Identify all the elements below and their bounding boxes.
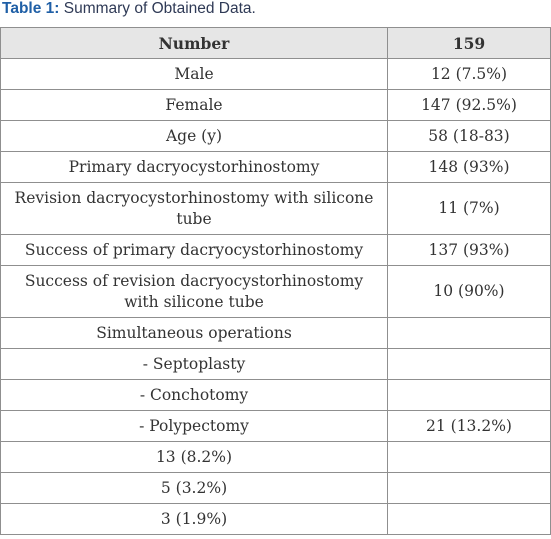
row-value: 147 (92.5%) <box>387 89 551 121</box>
row-value <box>387 441 551 473</box>
table-row: Age (y) 58 (18-83) <box>0 120 551 152</box>
row-label: Age (y) <box>0 120 388 152</box>
row-label: Success of revision dacryocystorhinostom… <box>0 265 388 318</box>
summary-table: Number 159 Male 12 (7.5%) Female 147 (92… <box>0 27 551 535</box>
row-label: - Septoplasty <box>0 348 388 380</box>
row-label: Male <box>0 58 388 90</box>
table-row: Female 147 (92.5%) <box>0 89 551 121</box>
row-value: 137 (93%) <box>387 234 551 266</box>
header-number: Number <box>0 27 388 59</box>
row-label: Primary dacryocystorhinostomy <box>0 151 388 183</box>
row-label: 13 (8.2%) <box>0 441 388 473</box>
table-row: Primary dacryocystorhinostomy 148 (93%) <box>0 151 551 183</box>
table-row: - Conchotomy <box>0 379 551 411</box>
caption-label: Table 1: <box>2 0 60 17</box>
table-row: Success of revision dacryocystorhinostom… <box>0 265 551 318</box>
row-label: Female <box>0 89 388 121</box>
table-header-row: Number 159 <box>0 27 551 59</box>
row-value: 21 (13.2%) <box>387 410 551 442</box>
header-total: 159 <box>387 27 551 59</box>
table-row: Success of primary dacryocystorhinostomy… <box>0 234 551 266</box>
table-row: - Septoplasty <box>0 348 551 380</box>
row-value <box>387 503 551 535</box>
row-value <box>387 317 551 349</box>
row-label: Success of primary dacryocystorhinostomy <box>0 234 388 266</box>
row-value: 11 (7%) <box>387 182 551 235</box>
row-value: 10 (90%) <box>387 265 551 318</box>
row-value <box>387 379 551 411</box>
row-value: 12 (7.5%) <box>387 58 551 90</box>
row-value: 148 (93%) <box>387 151 551 183</box>
caption-text: Summary of Obtained Data. <box>63 0 256 17</box>
table-row: 13 (8.2%) <box>0 441 551 473</box>
table-row: 5 (3.2%) <box>0 472 551 504</box>
table-row: Male 12 (7.5%) <box>0 58 551 90</box>
row-label: 5 (3.2%) <box>0 472 388 504</box>
table-row: - Polypectomy 21 (13.2%) <box>0 410 551 442</box>
row-label: - Conchotomy <box>0 379 388 411</box>
row-label: 3 (1.9%) <box>0 503 388 535</box>
table-row: Revision dacryocystorhinostomy with sili… <box>0 182 551 235</box>
row-value <box>387 472 551 504</box>
row-label: - Polypectomy <box>0 410 388 442</box>
row-value <box>387 348 551 380</box>
table-row: Simultaneous operations <box>0 317 551 349</box>
row-value: 58 (18-83) <box>387 120 551 152</box>
table-caption: Table 1: Summary of Obtained Data. <box>2 0 256 20</box>
row-label: Simultaneous operations <box>0 317 388 349</box>
table-row: 3 (1.9%) <box>0 503 551 535</box>
row-label: Revision dacryocystorhinostomy with sili… <box>0 182 388 235</box>
